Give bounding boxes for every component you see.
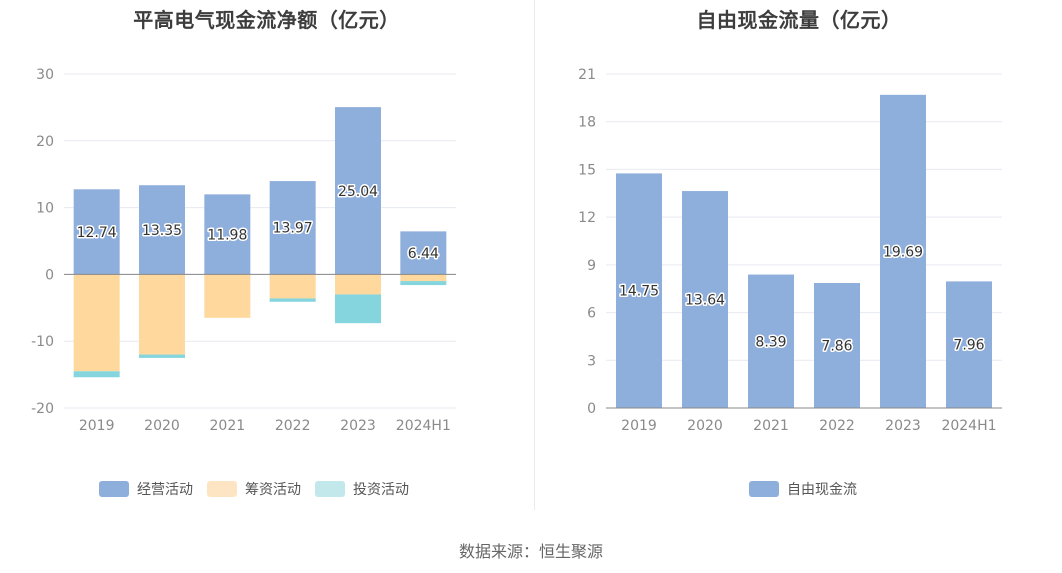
x-tick-label: 2020: [144, 418, 180, 434]
y-tick-label: 0: [45, 267, 54, 283]
y-tick-label: -10: [31, 334, 54, 350]
bar-2024H1-自由现金流: [946, 281, 992, 408]
data-label: 25.04: [338, 184, 378, 200]
bar-2019-筹资活动: [73, 274, 120, 372]
data-label: 13.35: [142, 223, 182, 239]
free-cash-flow-chart-panel: 自由现金流量（亿元） 21 18 15 12 9 6 3 0 14.75 13.64 8.39 7.8…: [536, 0, 1062, 510]
x-tick-label: 2022: [819, 418, 855, 434]
cash-flow-chart-panel: 平高电气现金流净额（亿元） 30 20 10 0 -10 -20 12.74 13.35 11.…: [0, 0, 533, 510]
x-tick-label: 2024H1: [396, 418, 451, 434]
y-tick-label: 9: [587, 258, 596, 274]
data-label: 7.86: [821, 338, 852, 354]
bar-2023-自由现金流: [880, 94, 926, 408]
bar-2022-自由现金流: [814, 282, 860, 408]
x-tick-label: 2021: [210, 418, 246, 434]
legend-label: 投资活动: [353, 482, 409, 498]
x-tick-label: 2022: [275, 418, 311, 434]
bar-2021-筹资活动: [204, 274, 251, 318]
y-tick-label: 3: [587, 353, 596, 369]
bar-2020-投资活动: [139, 354, 185, 358]
panel-divider: [534, 0, 535, 510]
data-label: 13.97: [273, 221, 313, 237]
y-tick-label: 10: [36, 201, 54, 217]
bar-2019-投资活动: [73, 371, 120, 378]
data-label: 11.98: [207, 227, 247, 243]
legend-label: 筹资活动: [245, 481, 301, 498]
bar-2019-自由现金流: [616, 173, 662, 408]
bar-2024H1-投资活动: [400, 281, 447, 286]
bar-2024H1-经营活动: [400, 231, 447, 275]
legend-swatch: [315, 481, 345, 497]
bar-2022-经营活动: [269, 181, 316, 275]
bar-2023-经营活动: [335, 107, 381, 275]
bar-2020-自由现金流: [682, 191, 728, 408]
bar-2023-投资活动: [335, 294, 381, 324]
y-tick-label: 18: [578, 115, 596, 131]
data-label: 8.39: [755, 334, 786, 350]
bar-2023-筹资活动: [335, 274, 381, 295]
bar-2020-筹资活动: [139, 274, 185, 355]
legend-label: 经营活动: [137, 482, 193, 498]
data-label: 14.75: [619, 284, 659, 300]
legend-swatch: [207, 481, 237, 497]
bar-2020-经营活动: [139, 185, 185, 275]
legend-label: 自由现金流: [787, 482, 857, 498]
y-tick-label: 21: [578, 67, 596, 83]
cash-flow-chart: 30 20 10 0 -10 -20 12.74 13.35 11.98 13.97 25.04 6.…: [31, 67, 456, 498]
data-label: 7.96: [953, 338, 984, 354]
x-tick-label: 2021: [753, 418, 789, 434]
bar-2021-经营活动: [204, 194, 251, 275]
legend-swatch: [749, 481, 779, 497]
data-label: 19.69: [883, 244, 923, 260]
data-label: 13.64: [685, 293, 725, 309]
bar-2024H1-筹资活动: [400, 274, 447, 282]
data-label: 6.44: [408, 246, 439, 262]
y-tick-label: 0: [587, 401, 596, 417]
y-tick-label: 6: [587, 306, 596, 322]
legend-swatch: [99, 481, 129, 497]
free-cash-flow-chart: 21 18 15 12 9 6 3 0 14.75 13.64 8.39 7.86 19.69 7.96 2…: [578, 67, 1002, 498]
bar-2021-自由现金流: [748, 274, 794, 408]
x-tick-label: 2023: [885, 418, 921, 434]
data-source: 数据来源：恒生聚源: [458, 542, 603, 561]
y-tick-label: -20: [31, 401, 54, 417]
y-tick-label: 30: [36, 67, 54, 83]
bar-2022-投资活动: [269, 298, 316, 302]
x-tick-label: 2019: [79, 418, 115, 434]
y-tick-label: 15: [578, 162, 596, 178]
x-tick-label: 2023: [340, 418, 376, 434]
x-tick-label: 2020: [687, 418, 723, 434]
x-tick-label: 2019: [621, 418, 657, 434]
cash-flow-chart-title: 平高电气现金流净额（亿元）: [133, 8, 400, 32]
free-cash-flow-chart-title: 自由现金流量（亿元）: [696, 8, 902, 32]
y-tick-label: 12: [578, 210, 596, 226]
y-tick-label: 20: [36, 134, 54, 150]
bar-2019-经营活动: [73, 189, 120, 275]
data-label: 12.74: [77, 225, 117, 241]
bar-2022-筹资活动: [269, 274, 316, 299]
x-tick-label: 2024H1: [941, 418, 996, 434]
